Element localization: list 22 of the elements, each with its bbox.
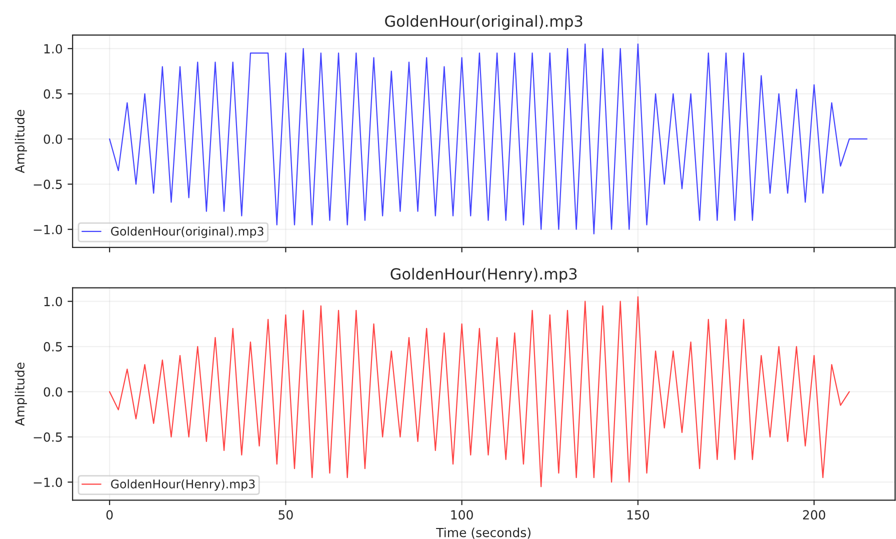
chart-title: GoldenHour(Henry).mp3 xyxy=(390,268,577,283)
y-tick-label: −0.5 xyxy=(34,180,62,190)
y-tick-label: 0.5 xyxy=(44,89,62,99)
x-tick-label: 0 xyxy=(106,510,113,520)
y-tick-label: −1.0 xyxy=(34,478,62,488)
x-tick-label: 50 xyxy=(278,510,293,520)
y-axis-title: Amplitude xyxy=(14,362,27,426)
x-axis-title: Time (seconds) xyxy=(436,528,530,539)
y-axis-title: Amplitude xyxy=(14,110,27,174)
chart-title: GoldenHour(original).mp3 xyxy=(385,15,582,30)
y-tick-label: 0.0 xyxy=(44,134,62,144)
legend-label: GoldenHour(original).mp3 xyxy=(111,226,264,238)
legend-label: GoldenHour(Henry).mp3 xyxy=(111,479,255,491)
y-tick-label: −0.5 xyxy=(34,432,62,442)
y-tick-label: 0.5 xyxy=(44,342,62,352)
x-tick-label: 100 xyxy=(451,510,473,520)
y-tick-label: 0.0 xyxy=(44,387,62,397)
x-tick-label: 200 xyxy=(803,510,826,520)
x-tick-label: 150 xyxy=(627,510,650,520)
y-tick-label: 1.0 xyxy=(44,296,62,306)
y-tick-label: −1.0 xyxy=(34,224,62,234)
y-tick-label: 1.0 xyxy=(44,44,62,54)
